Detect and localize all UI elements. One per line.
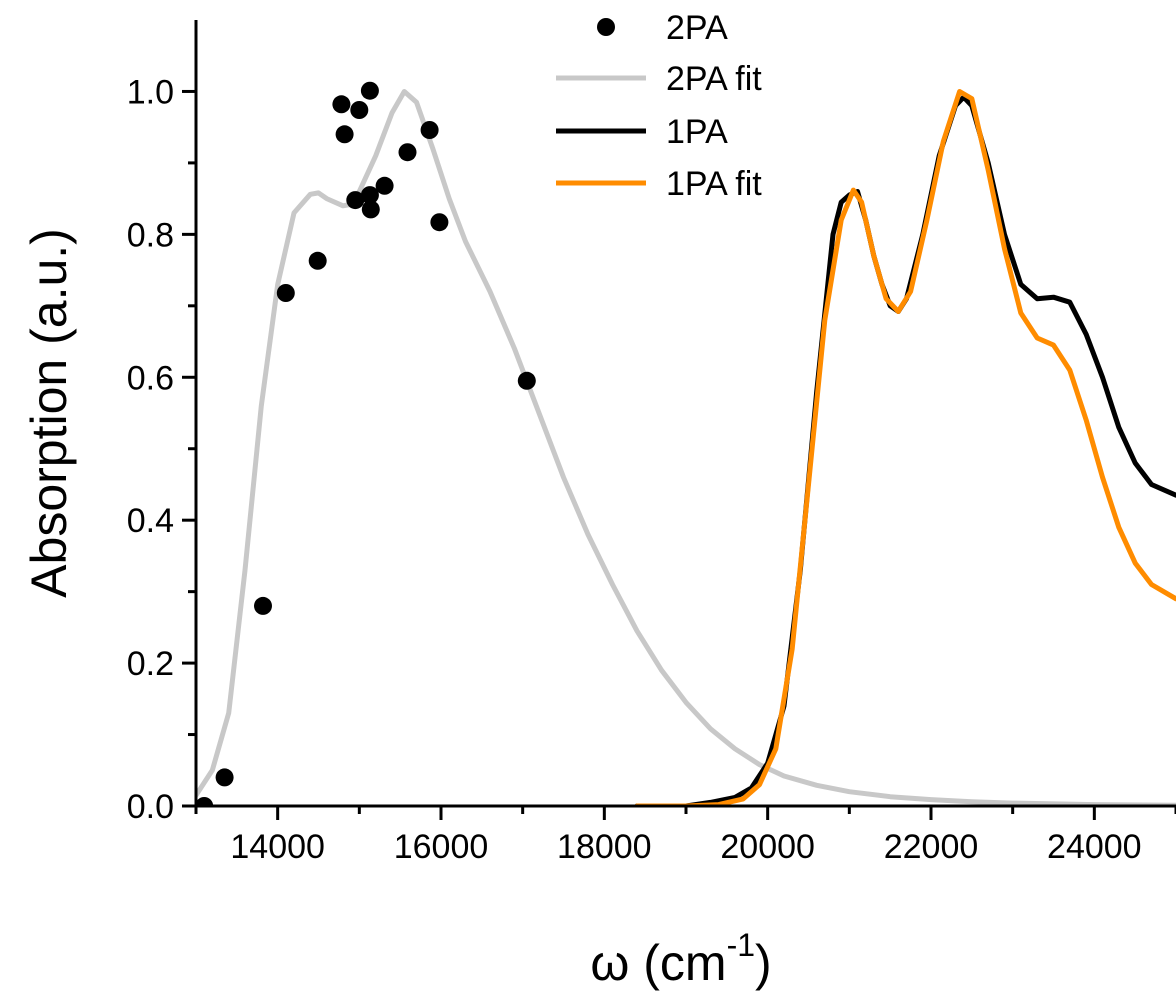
- data-point-2pa-16: [517, 371, 536, 390]
- x-tick-label: 16000: [394, 828, 489, 866]
- legend-label-1pa-fit: 1PA fit: [666, 165, 762, 203]
- legend-label-1pa: 1PA: [666, 113, 728, 151]
- series-line-1pa-fit: [634, 89, 1176, 806]
- data-point-2pa-10: [360, 186, 379, 205]
- series-line-2pa-fit: [196, 89, 1176, 806]
- data-point-2pa-6: [335, 125, 354, 144]
- data-point-2pa-12: [375, 176, 394, 195]
- x-axis-title-superscript: -1: [727, 927, 755, 963]
- x-tick-label: 18000: [557, 828, 652, 866]
- plot-area: [196, 81, 1176, 806]
- legend-marker-2pa: [597, 18, 615, 36]
- x-tick-label: 22000: [884, 828, 979, 866]
- data-point-2pa-14: [420, 121, 439, 139]
- x-tick-label: 14000: [230, 828, 325, 866]
- x-tick-label: 20000: [720, 828, 815, 866]
- y-tick-label: 0.0: [127, 788, 174, 826]
- data-point-2pa-15: [430, 213, 449, 232]
- data-point-2pa-1: [215, 768, 234, 787]
- axes-layer: 0.0 0.2 0.4 0.6 0.8 1.0 14000 16000 18000 20000 22…: [127, 20, 1176, 866]
- y-axis-title: Absorption (a.u.): [21, 228, 77, 598]
- y-tick-label: 1.0: [127, 73, 174, 111]
- x-tick-label: 24000: [1047, 828, 1142, 866]
- data-point-2pa-11: [361, 200, 380, 219]
- x-axis-title-main: ω (cm: [590, 935, 726, 991]
- data-point-2pa-8: [350, 101, 369, 119]
- data-point-2pa-13: [398, 143, 417, 162]
- y-tick-label: 0.4: [127, 502, 174, 540]
- legend: 2PA 2PA fit 1PA 1PA fit: [556, 9, 762, 203]
- y-tick-label: 0.8: [127, 216, 174, 254]
- data-point-2pa-5: [332, 95, 351, 114]
- x-axis-title: ω (cm-1): [590, 927, 771, 991]
- legend-label-2pa-fit: 2PA fit: [666, 60, 762, 98]
- data-point-2pa-7: [346, 191, 365, 210]
- data-point-2pa-9: [360, 81, 379, 100]
- y-tick-label: 0.2: [127, 645, 174, 683]
- data-point-2pa-0: [196, 797, 214, 806]
- data-point-2pa-3: [276, 284, 295, 302]
- data-point-2pa-4: [308, 251, 327, 270]
- data-point-2pa-2: [254, 596, 272, 615]
- x-axis-title-close: ): [755, 935, 772, 991]
- legend-label-2pa: 2PA: [666, 9, 728, 47]
- series-layer: [196, 81, 1176, 806]
- y-tick-label: 0.6: [127, 359, 174, 397]
